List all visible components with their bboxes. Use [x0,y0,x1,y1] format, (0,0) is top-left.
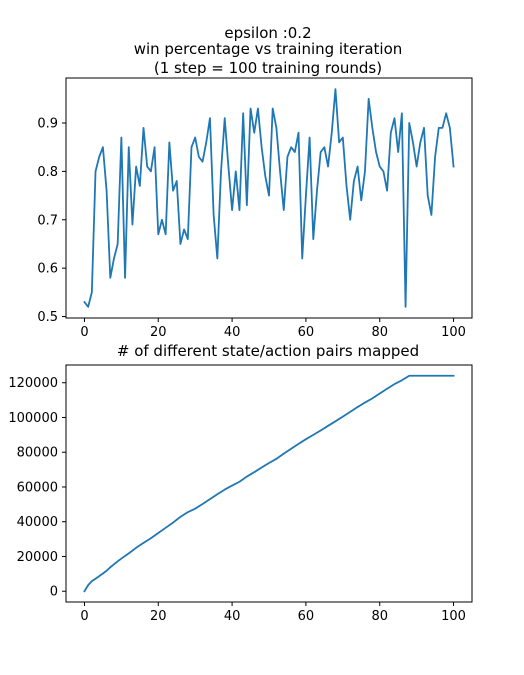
x-tick-label: 20 [150,325,167,340]
y-tick-label: 0.7 [37,213,58,228]
y-tick-label: 100000 [8,411,58,426]
y-tick-label: 0.8 [37,165,58,180]
y-tick-label: 120000 [8,376,58,391]
series-line [83,88,455,308]
x-tick-label: 20 [150,609,167,624]
x-tick-label: 0 [80,609,88,624]
x-tick-label: 60 [298,325,315,340]
y-tick-label: 80000 [17,446,58,461]
x-tick-label: 40 [224,609,241,624]
y-tick-label: 0.6 [37,262,58,277]
y-tick-label: 0.9 [37,117,58,132]
state-action-pairs-title: # of different state/action pairs mapped [117,342,419,360]
state-action-pairs-chart: 0 20 40 60 80 100 0 20000 40000 60000 80000 100000 1… [8,364,473,624]
x-tick-label: 80 [371,325,388,340]
win-percentage-ticks: 0 20 40 60 80 100 0.5 0.6 0.7 0.8 0.9 [37,117,466,341]
y-tick-label: 20000 [17,550,58,565]
y-tick-label: 0.5 [37,310,58,325]
win-percentage-series [83,88,455,308]
x-tick-label: 100 [441,325,466,340]
x-tick-label: 80 [371,609,388,624]
win-percentage-axes-frame [65,77,473,319]
x-tick-label: 40 [224,325,241,340]
state-action-pairs-axes-frame [65,364,473,603]
y-tick-label: 0 [50,585,58,600]
y-tick-label: 40000 [17,515,58,530]
state-action-pairs-ticks: 0 20 40 60 80 100 0 20000 40000 60000 80000 100000 1… [8,376,466,624]
y-tick-label: 60000 [17,480,58,495]
state-action-pairs-series [83,374,455,593]
x-tick-label: 60 [298,609,315,624]
x-tick-label: 0 [80,325,88,340]
figure-title-line-1: epsilon :0.2 [224,24,311,42]
win-percentage-chart: 0 20 40 60 80 100 0.5 0.6 0.7 0.8 0.9 [37,77,473,341]
series-line [83,374,455,593]
figure-title-line-2: win percentage vs training iteration [134,40,403,58]
x-tick-label: 100 [441,609,466,624]
figure-title-line-3: (1 step = 100 training rounds) [154,59,382,77]
